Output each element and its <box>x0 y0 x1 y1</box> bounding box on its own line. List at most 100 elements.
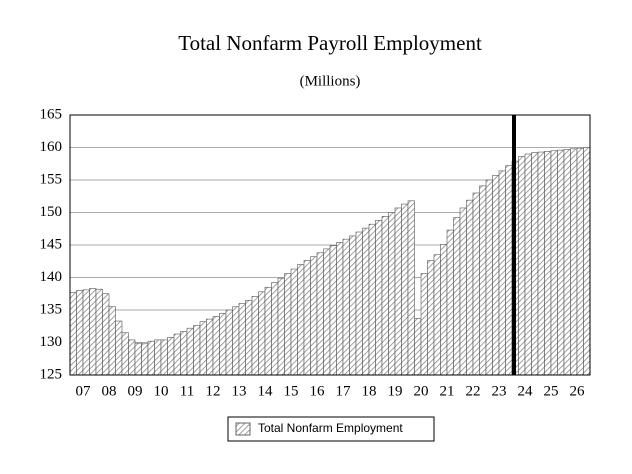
legend-label: Total Nonfarm Employment <box>258 421 403 435</box>
x-tick-label: 11 <box>180 383 194 399</box>
x-tick-label: 24 <box>518 383 534 399</box>
bar <box>89 288 97 376</box>
bar <box>316 252 324 376</box>
bar <box>479 185 487 376</box>
legend-box <box>227 416 435 442</box>
x-tick-label: 10 <box>154 383 169 399</box>
bar <box>271 282 279 376</box>
x-tick-label: 23 <box>492 383 507 399</box>
bar <box>342 238 350 376</box>
bar <box>453 217 461 376</box>
bar <box>238 303 246 376</box>
bar <box>498 170 506 376</box>
x-tick-label: 25 <box>544 383 559 399</box>
bar <box>336 242 344 376</box>
x-tick-label: 26 <box>570 383 586 399</box>
bar <box>440 244 448 376</box>
x-tick-label: 13 <box>232 383 247 399</box>
bar <box>466 199 474 376</box>
bar <box>232 306 240 376</box>
bar <box>355 231 363 376</box>
bar <box>115 320 123 376</box>
bar <box>537 151 545 376</box>
bar <box>121 332 129 376</box>
x-tick-label: 22 <box>466 383 481 399</box>
bar <box>69 292 77 376</box>
bar <box>570 148 578 376</box>
y-tick-label: 130 <box>40 334 63 350</box>
bar <box>505 165 513 376</box>
bar <box>76 290 84 376</box>
x-tick-label: 18 <box>362 383 377 399</box>
bar <box>583 147 591 376</box>
x-tick-label: 07 <box>76 383 92 399</box>
bar <box>160 339 168 376</box>
x-tick-label: 20 <box>414 383 429 399</box>
bar <box>180 331 188 376</box>
chart-title: Total Nonfarm Payroll Employment <box>178 31 482 55</box>
bar <box>199 321 207 376</box>
bar <box>362 227 370 376</box>
bar <box>193 325 201 376</box>
bar <box>531 152 539 376</box>
bar <box>134 342 142 376</box>
bar <box>264 286 272 376</box>
bar <box>206 318 214 376</box>
bar <box>128 339 136 376</box>
plot-frame <box>69 114 591 376</box>
x-tick-label: 21 <box>440 383 455 399</box>
bar <box>186 327 194 376</box>
x-tick-label: 16 <box>310 383 326 399</box>
bar <box>303 260 311 376</box>
chart-subtitle: (Millions) <box>300 73 361 89</box>
bar <box>550 150 558 376</box>
y-tick-label: 145 <box>40 236 63 252</box>
bar <box>310 256 318 376</box>
bar <box>173 333 181 376</box>
bar <box>524 153 532 376</box>
bar <box>167 336 175 376</box>
bar <box>141 343 149 376</box>
bar <box>492 175 500 376</box>
bar <box>576 147 584 376</box>
bar <box>414 318 422 376</box>
bar <box>108 306 116 376</box>
bar <box>258 291 266 376</box>
legend-swatch <box>235 422 251 436</box>
bar <box>401 203 409 376</box>
bar <box>219 312 227 376</box>
bar <box>147 340 155 376</box>
bar <box>394 207 402 376</box>
bar <box>323 248 331 376</box>
y-tick-label: 125 <box>40 366 63 382</box>
bar <box>563 149 571 376</box>
bar <box>427 260 435 376</box>
y-tick-label: 155 <box>40 171 63 187</box>
bar <box>212 316 220 376</box>
bar <box>557 149 565 376</box>
y-tick-label: 135 <box>40 301 63 317</box>
bar <box>375 220 383 376</box>
bar <box>407 200 415 376</box>
x-tick-label: 15 <box>284 383 299 399</box>
bar <box>82 289 90 376</box>
bar <box>297 264 305 376</box>
bar <box>388 212 396 376</box>
bar <box>518 156 526 376</box>
bar <box>420 273 428 376</box>
x-tick-label: 14 <box>258 383 274 399</box>
bar <box>459 207 467 376</box>
bar <box>433 254 441 376</box>
bar <box>329 245 337 376</box>
bar <box>95 288 103 376</box>
bar <box>245 299 253 376</box>
bar <box>485 179 493 376</box>
bar <box>381 216 389 376</box>
bar <box>225 309 233 376</box>
bar <box>349 235 357 376</box>
bar <box>446 229 454 376</box>
x-tick-label: 19 <box>388 383 403 399</box>
y-tick-label: 150 <box>40 204 63 220</box>
x-tick-label: 12 <box>206 383 221 399</box>
